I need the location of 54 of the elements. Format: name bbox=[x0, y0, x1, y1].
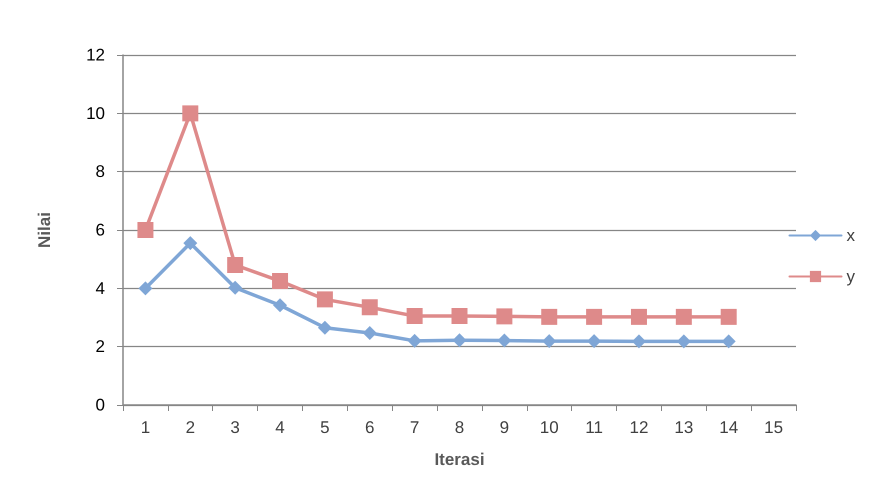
y-tick-label: 12 bbox=[86, 46, 105, 64]
y-tick-label: 4 bbox=[96, 278, 105, 298]
point bbox=[316, 291, 333, 308]
point bbox=[406, 308, 423, 324]
point bbox=[228, 280, 242, 295]
legend-label: y bbox=[846, 267, 856, 286]
x-tick-label: 5 bbox=[320, 418, 330, 437]
point bbox=[542, 334, 556, 348]
x-axis-title: Iterasi bbox=[434, 450, 485, 469]
point bbox=[408, 334, 422, 348]
point bbox=[318, 320, 332, 335]
x-tick-label: 2 bbox=[186, 418, 196, 437]
x-tick-label: 9 bbox=[500, 418, 510, 437]
point bbox=[227, 257, 244, 273]
point bbox=[586, 308, 602, 325]
point bbox=[496, 308, 512, 324]
point bbox=[720, 308, 737, 325]
point bbox=[362, 326, 377, 340]
x-tick-label: 11 bbox=[585, 418, 603, 437]
y-axis-title: Nilai bbox=[35, 212, 54, 248]
point bbox=[676, 334, 691, 348]
x-tick-label: 1 bbox=[140, 418, 150, 437]
x-tick-label: 3 bbox=[230, 418, 240, 437]
point bbox=[183, 236, 198, 250]
x-tick-label: 4 bbox=[275, 418, 285, 437]
point bbox=[630, 308, 647, 325]
x-tick-label: 6 bbox=[365, 418, 374, 437]
y-tick-label: 8 bbox=[96, 162, 105, 182]
point bbox=[362, 299, 378, 316]
point bbox=[632, 334, 646, 348]
x-tick-label: 10 bbox=[540, 418, 559, 437]
x-tick-label: 7 bbox=[410, 418, 420, 437]
x-tick-label: 15 bbox=[764, 418, 784, 437]
point bbox=[452, 333, 466, 348]
point bbox=[676, 308, 692, 325]
x-tick-label: 14 bbox=[719, 418, 738, 437]
point bbox=[452, 308, 468, 324]
y-tick-label: 0 bbox=[96, 396, 105, 414]
point bbox=[272, 273, 288, 290]
point bbox=[138, 281, 152, 296]
point bbox=[182, 105, 198, 122]
point bbox=[587, 334, 602, 348]
x-tick-label: 13 bbox=[674, 418, 694, 437]
point bbox=[273, 298, 288, 312]
point bbox=[497, 334, 512, 348]
y-tick-label: 6 bbox=[96, 220, 105, 240]
y-tick-label: 10 bbox=[86, 104, 105, 123]
x-tick-label: 12 bbox=[630, 418, 648, 437]
y-tick-label: 2 bbox=[96, 337, 105, 356]
point bbox=[722, 334, 736, 348]
point bbox=[137, 222, 154, 238]
x-tick-label: 8 bbox=[454, 418, 464, 437]
legend-label: x bbox=[846, 226, 856, 245]
point bbox=[541, 308, 558, 325]
